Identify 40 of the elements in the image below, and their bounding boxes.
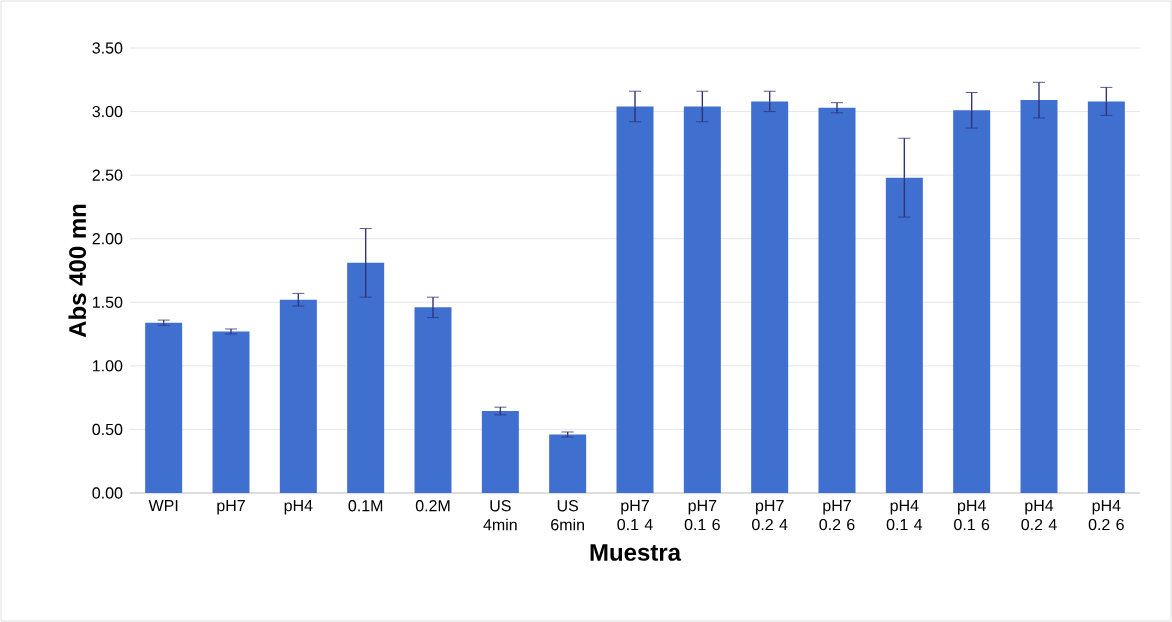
x-tick-label: WPI: [148, 500, 178, 512]
bar: [751, 101, 789, 493]
bar: [145, 322, 183, 493]
x-tick-label: 0.1M: [348, 500, 383, 512]
x-tick-label: pH4 0.2 4: [1021, 500, 1057, 531]
bar: [212, 331, 250, 493]
y-tick-label: 0.00: [92, 487, 123, 499]
x-tick-label: 0.2M: [415, 500, 450, 512]
x-tick-label: pH4 0.2 6: [1088, 500, 1124, 531]
bar: [885, 177, 923, 493]
y-axis-title: Abs 400 mn: [68, 204, 87, 338]
y-tick-label: 2.50: [92, 169, 123, 181]
bar: [1087, 101, 1125, 493]
bar: [1020, 100, 1058, 493]
x-tick-label: pH7 0.2 4: [752, 500, 788, 531]
bar: [549, 434, 587, 493]
x-axis-title: Muestra: [590, 544, 682, 561]
bar: [616, 106, 654, 493]
x-tick-label: US 4min: [483, 500, 517, 531]
y-tick-label: 1.00: [93, 360, 123, 372]
bar: [953, 110, 991, 493]
x-tick-label: pH7 0.1 4: [617, 500, 653, 531]
x-tick-label: pH4 0.1 6: [954, 500, 990, 531]
bar: [347, 262, 385, 493]
x-tick-label: pH7: [217, 500, 245, 515]
y-tick-label: 2.00: [92, 233, 123, 245]
x-tick-label: US 6min: [551, 500, 584, 531]
y-tick-label: 0.50: [92, 423, 123, 436]
x-tick-label: pH7 0.2 6: [819, 500, 855, 531]
bar: [481, 410, 519, 493]
y-tick-label: 1.50: [93, 296, 123, 308]
y-tick-label: 3.50: [92, 42, 123, 54]
x-tick-label: pH7 0.1 6: [684, 500, 720, 531]
x-tick-label: pH4 0.1 4: [886, 500, 923, 531]
y-tick-label: 3.00: [92, 105, 123, 118]
bar: [683, 106, 721, 493]
bar: [818, 107, 856, 493]
x-tick-label: pH4: [284, 500, 313, 515]
bar: [414, 307, 452, 493]
bar: [279, 299, 317, 493]
